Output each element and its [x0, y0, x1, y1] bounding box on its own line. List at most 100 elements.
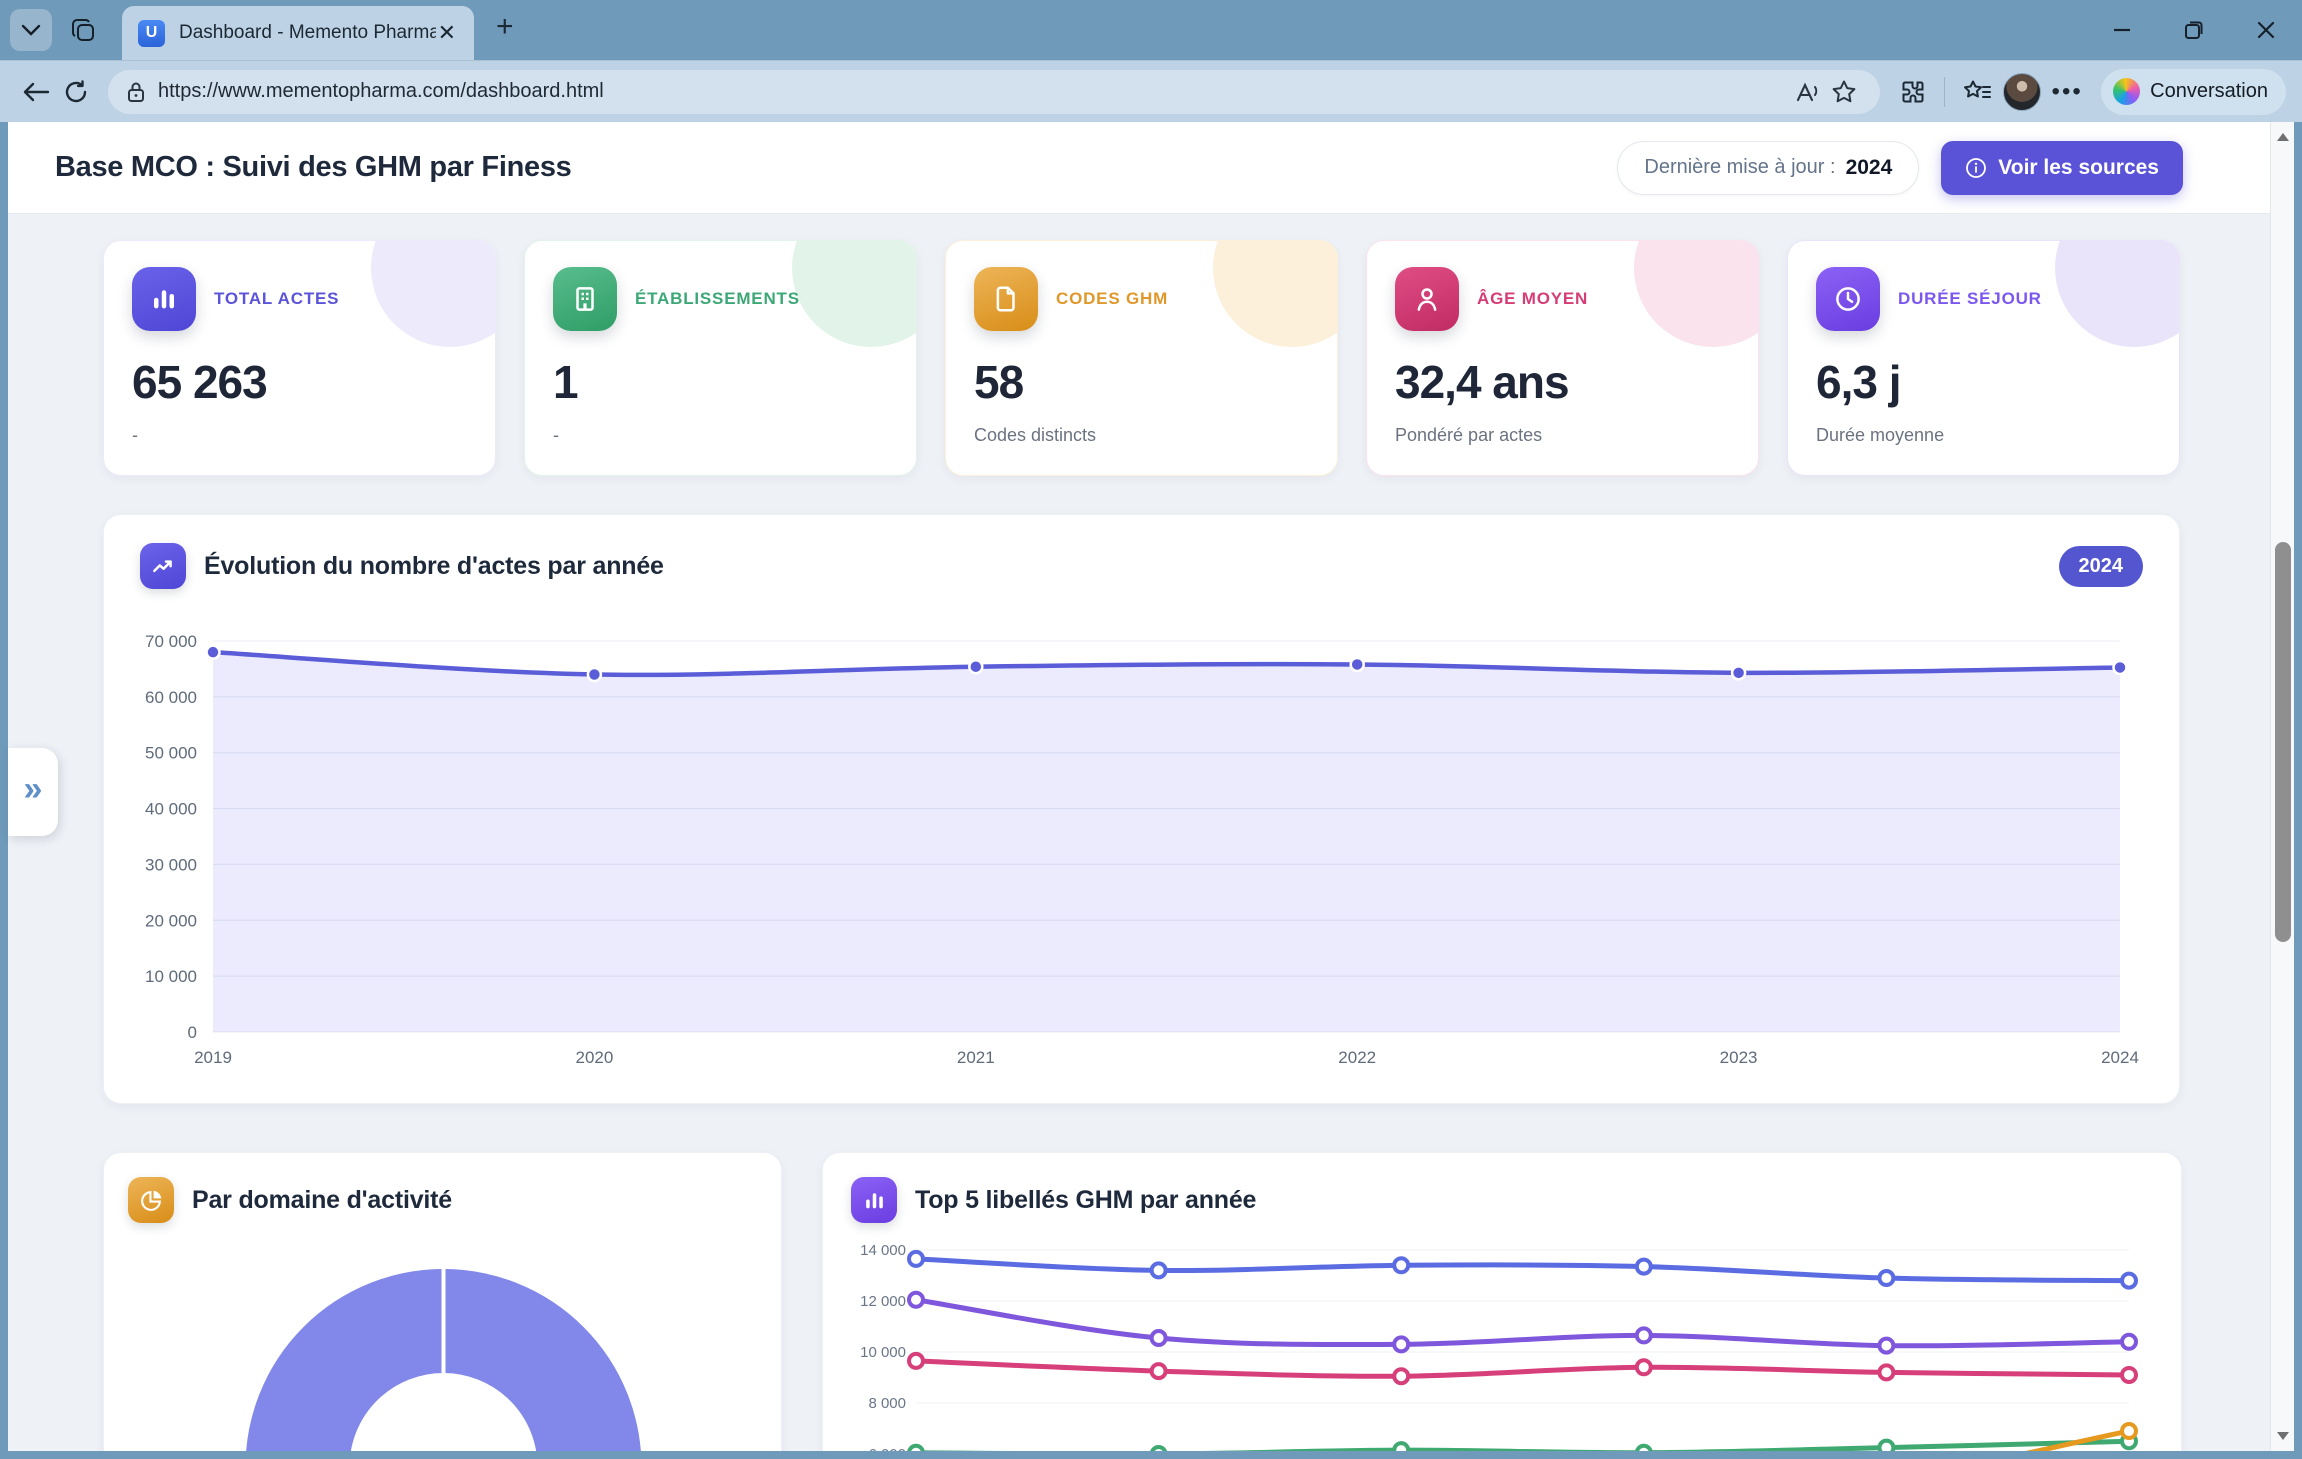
pie-chart-icon — [128, 1177, 174, 1223]
domaine-card-title: Par domaine d'activité — [192, 1186, 452, 1215]
evolution-chart-card: Évolution du nombre d'actes par année 20… — [103, 514, 2180, 1104]
bar-chart-icon — [851, 1177, 897, 1223]
stat-subtext: Codes distincts — [974, 425, 1309, 446]
back-arrow-icon — [22, 80, 50, 104]
scrollbar-up-arrow[interactable] — [2271, 122, 2295, 152]
svg-text:2022: 2022 — [1338, 1048, 1376, 1067]
read-aloud-button[interactable] — [1790, 74, 1826, 110]
chevron-down-icon — [21, 24, 41, 36]
svg-text:8 000: 8 000 — [868, 1395, 906, 1412]
svg-text:60 000: 60 000 — [145, 688, 197, 707]
document-icon — [974, 267, 1038, 331]
tab-title: Dashboard - Memento Pharma — [179, 22, 436, 44]
svg-text:30 000: 30 000 — [145, 855, 197, 874]
profile-avatar[interactable] — [2003, 73, 2041, 111]
copilot-conversation-button[interactable]: Conversation — [2101, 69, 2286, 115]
top5-line-chart: 14 00012 00010 0008 0006 000 — [851, 1231, 2153, 1451]
svg-text:14 000: 14 000 — [860, 1242, 906, 1259]
stat-value: 65 263 — [132, 355, 467, 409]
svg-text:12 000: 12 000 — [860, 1293, 906, 1310]
back-button[interactable] — [16, 72, 56, 112]
url-text[interactable]: https://www.mementopharma.com/dashboard.… — [158, 80, 1790, 103]
domaine-donut-chart — [128, 1231, 759, 1451]
svg-text:10 000: 10 000 — [145, 967, 197, 986]
extensions-puzzle-icon — [1899, 78, 1926, 105]
stat-card-duree-sejour: DURÉE SÉJOUR 6,3 j Durée moyenne — [1787, 240, 2180, 476]
refresh-icon — [63, 79, 89, 105]
stat-subtext: Durée moyenne — [1816, 425, 2151, 446]
scrollbar-thumb[interactable] — [2275, 542, 2291, 942]
svg-text:70 000: 70 000 — [145, 632, 197, 651]
minimize-button[interactable] — [2086, 0, 2158, 60]
sidebar-expand-button[interactable]: » — [8, 748, 58, 836]
ellipsis-icon: ••• — [2052, 78, 2083, 106]
last-update-label: Dernière mise à jour : — [1644, 156, 1835, 179]
info-icon — [1965, 157, 1987, 179]
stat-label: DURÉE SÉJOUR — [1898, 289, 2042, 309]
scrollbar-down-arrow[interactable] — [2271, 1421, 2295, 1451]
new-tab-button[interactable]: + — [496, 10, 514, 44]
evolution-line-chart: 010 00020 00030 00040 00050 00060 00070 … — [140, 605, 2145, 1075]
stat-label: CODES GHM — [1056, 289, 1168, 309]
settings-menu-button[interactable]: ••• — [2047, 72, 2087, 112]
svg-text:40 000: 40 000 — [145, 800, 197, 819]
clock-icon — [1816, 267, 1880, 331]
stat-value: 6,3 j — [1816, 355, 2151, 409]
workspaces-button[interactable] — [62, 9, 104, 51]
stat-label: TOTAL ACTES — [214, 289, 339, 309]
browser-tab[interactable]: U Dashboard - Memento Pharma ✕ — [122, 6, 474, 60]
extensions-button[interactable] — [1892, 72, 1932, 112]
page-title: Base MCO : Suivi des GHM par Finess — [55, 151, 1617, 184]
star-icon — [1831, 79, 1857, 104]
read-aloud-icon — [1795, 80, 1821, 104]
svg-text:50 000: 50 000 — [145, 744, 197, 763]
last-update-pill: Dernière mise à jour : 2024 — [1617, 141, 1919, 195]
svg-text:2024: 2024 — [2101, 1048, 2139, 1067]
favorites-list-icon — [1963, 79, 1991, 105]
stat-subtext: - — [553, 425, 888, 446]
tab-search-button[interactable] — [10, 9, 52, 51]
trend-up-icon — [140, 543, 186, 589]
tab-close-icon[interactable]: ✕ — [436, 20, 458, 46]
svg-text:2020: 2020 — [575, 1048, 613, 1067]
stat-value: 58 — [974, 355, 1309, 409]
favorite-star-button[interactable] — [1826, 74, 1862, 110]
stat-card-codes-ghm: CODES GHM 58 Codes distincts — [945, 240, 1338, 476]
page-scrollbar[interactable] — [2270, 122, 2294, 1451]
workspaces-icon — [70, 17, 96, 43]
restore-button[interactable] — [2158, 0, 2230, 60]
bar-chart-icon — [132, 267, 196, 331]
stat-card-age-moyen: ÂGE MOYEN 32,4 ans Pondéré par actes — [1366, 240, 1759, 476]
close-icon — [2254, 18, 2278, 42]
stat-label: ÂGE MOYEN — [1477, 289, 1588, 309]
view-sources-button[interactable]: Voir les sources — [1941, 141, 2183, 195]
top5-ghm-card: Top 5 libellés GHM par année 14 00012 00… — [822, 1152, 2182, 1451]
svg-text:2019: 2019 — [194, 1048, 232, 1067]
svg-text:2021: 2021 — [957, 1048, 995, 1067]
close-button[interactable] — [2230, 0, 2302, 60]
refresh-button[interactable] — [56, 72, 96, 112]
minimize-icon — [2110, 18, 2134, 42]
browser-toolbar: https://www.mementopharma.com/dashboard.… — [0, 60, 2302, 122]
svg-text:6 000: 6 000 — [868, 1446, 906, 1451]
svg-text:2023: 2023 — [1720, 1048, 1758, 1067]
year-badge[interactable]: 2024 — [2059, 546, 2144, 587]
domaine-activite-card: Par domaine d'activité — [103, 1152, 782, 1451]
address-bar[interactable]: https://www.mementopharma.com/dashboard.… — [108, 70, 1880, 114]
stat-card-etablissements: ÉTABLISSEMENTS 1 - — [524, 240, 917, 476]
building-icon — [553, 267, 617, 331]
evolution-chart-title: Évolution du nombre d'actes par année — [204, 552, 664, 581]
page-content: Base MCO : Suivi des GHM par Finess Dern… — [8, 122, 2270, 1451]
toolbar-separator — [1944, 77, 1945, 107]
stat-card-total-actes: TOTAL ACTES 65 263 - — [103, 240, 496, 476]
stat-value: 32,4 ans — [1395, 355, 1730, 409]
svg-text:20 000: 20 000 — [145, 911, 197, 930]
stat-label: ÉTABLISSEMENTS — [635, 289, 800, 309]
favorites-bar-button[interactable] — [1957, 72, 1997, 112]
last-update-value: 2024 — [1846, 156, 1893, 180]
lock-icon — [126, 80, 146, 104]
conversation-label: Conversation — [2150, 80, 2268, 103]
window-titlebar: U Dashboard - Memento Pharma ✕ + — [0, 0, 2302, 60]
tab-favicon: U — [138, 20, 165, 47]
stats-row: TOTAL ACTES 65 263 - ÉTABLISSEMENTS 1 - — [103, 240, 2180, 476]
